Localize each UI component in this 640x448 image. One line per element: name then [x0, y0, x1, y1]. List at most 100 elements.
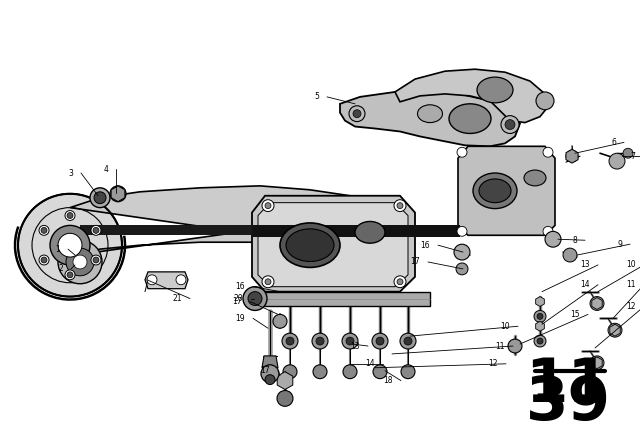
Circle shape	[58, 233, 82, 257]
Circle shape	[609, 153, 625, 169]
Ellipse shape	[473, 173, 517, 209]
Polygon shape	[111, 186, 125, 202]
Circle shape	[543, 226, 553, 236]
Polygon shape	[592, 297, 602, 310]
Circle shape	[265, 375, 275, 384]
Polygon shape	[145, 272, 188, 289]
Circle shape	[457, 226, 467, 236]
Text: 8: 8	[572, 236, 577, 245]
Circle shape	[147, 275, 157, 285]
Text: 18: 18	[383, 376, 393, 385]
Text: 13: 13	[350, 341, 360, 350]
Circle shape	[349, 106, 365, 121]
Circle shape	[67, 272, 73, 278]
Text: 11: 11	[627, 280, 636, 289]
Ellipse shape	[417, 105, 442, 123]
Circle shape	[91, 225, 101, 235]
Text: 12: 12	[488, 359, 498, 368]
Text: 10: 10	[500, 322, 510, 331]
Circle shape	[537, 338, 543, 344]
Circle shape	[608, 323, 622, 337]
Circle shape	[261, 365, 279, 383]
Circle shape	[313, 365, 327, 379]
Text: 2: 2	[58, 264, 63, 273]
Polygon shape	[458, 146, 555, 235]
Circle shape	[90, 188, 110, 207]
Circle shape	[401, 365, 415, 379]
Circle shape	[373, 365, 387, 379]
Circle shape	[353, 110, 361, 118]
Circle shape	[93, 257, 99, 263]
Ellipse shape	[524, 170, 546, 186]
Circle shape	[67, 212, 73, 219]
Circle shape	[286, 337, 294, 345]
Circle shape	[536, 92, 554, 110]
Polygon shape	[255, 292, 430, 306]
Circle shape	[545, 231, 561, 247]
Circle shape	[93, 228, 99, 233]
Circle shape	[41, 228, 47, 233]
Circle shape	[262, 276, 274, 288]
Polygon shape	[395, 69, 548, 123]
Text: 20: 20	[234, 294, 243, 303]
Circle shape	[508, 339, 522, 353]
Circle shape	[277, 391, 293, 406]
Circle shape	[273, 314, 287, 328]
Circle shape	[265, 279, 271, 285]
Circle shape	[343, 365, 357, 379]
Text: 14: 14	[365, 359, 375, 368]
Polygon shape	[252, 196, 415, 292]
Circle shape	[590, 356, 604, 370]
Circle shape	[316, 337, 324, 345]
Circle shape	[66, 248, 94, 276]
Circle shape	[39, 225, 49, 235]
Text: 1: 1	[55, 245, 60, 254]
Polygon shape	[610, 324, 620, 336]
Polygon shape	[566, 149, 578, 163]
Circle shape	[243, 287, 267, 310]
Circle shape	[457, 147, 467, 157]
Circle shape	[58, 240, 102, 284]
Text: 14: 14	[580, 280, 590, 289]
Text: 6: 6	[611, 138, 616, 147]
Ellipse shape	[477, 77, 513, 103]
Circle shape	[18, 194, 122, 297]
Text: 15: 15	[570, 310, 580, 319]
Circle shape	[566, 150, 578, 162]
Text: 39: 39	[525, 374, 611, 433]
Text: 21: 21	[173, 294, 182, 303]
Circle shape	[91, 255, 101, 265]
Circle shape	[282, 333, 298, 349]
Text: 16: 16	[236, 282, 245, 291]
Circle shape	[73, 255, 87, 269]
Circle shape	[394, 200, 406, 211]
Polygon shape	[252, 225, 460, 237]
Circle shape	[400, 333, 416, 349]
Circle shape	[372, 333, 388, 349]
Polygon shape	[262, 356, 278, 368]
Polygon shape	[536, 321, 545, 331]
Circle shape	[248, 292, 262, 306]
Circle shape	[50, 225, 90, 265]
Circle shape	[537, 314, 543, 319]
Text: 17: 17	[410, 258, 420, 267]
Circle shape	[454, 244, 470, 260]
Text: 9: 9	[617, 240, 622, 249]
Circle shape	[623, 148, 633, 158]
Text: 7: 7	[630, 152, 635, 161]
Text: 17: 17	[260, 366, 270, 375]
Circle shape	[505, 120, 515, 129]
Circle shape	[397, 279, 403, 285]
Polygon shape	[340, 91, 520, 146]
Ellipse shape	[280, 223, 340, 267]
Circle shape	[312, 333, 328, 349]
Text: 11: 11	[495, 341, 505, 350]
Text: 17: 17	[232, 297, 242, 306]
Text: 3: 3	[68, 168, 73, 177]
Polygon shape	[70, 186, 400, 255]
Circle shape	[563, 248, 577, 262]
Circle shape	[534, 310, 546, 322]
Circle shape	[534, 335, 546, 347]
Circle shape	[176, 275, 186, 285]
Circle shape	[110, 186, 126, 202]
